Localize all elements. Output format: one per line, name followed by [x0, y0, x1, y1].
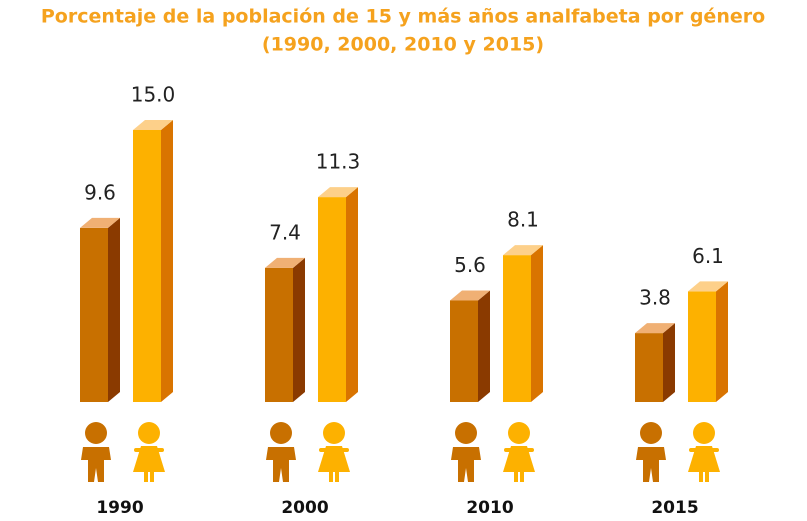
bar-top: [503, 245, 543, 256]
icon-part: [640, 422, 662, 444]
icon-part: [688, 446, 720, 482]
icon-part: [504, 448, 534, 452]
bar-front: [688, 291, 716, 402]
bar-front: [80, 227, 108, 402]
icon-part: [270, 422, 292, 444]
bar-side: [293, 257, 305, 402]
value-label: 11.3: [316, 150, 361, 174]
boy-icon: [81, 422, 111, 482]
value-label: 8.1: [507, 208, 539, 232]
boy-icon: [636, 422, 666, 482]
icon-part: [81, 447, 111, 482]
bar-side: [478, 290, 490, 402]
icon-part: [636, 447, 666, 482]
chart-subtitle: (1990, 2000, 2010 y 2015): [262, 34, 544, 56]
icon-part: [138, 422, 160, 444]
icon-part: [693, 422, 715, 444]
bar-side: [108, 217, 120, 402]
bar-top: [265, 257, 305, 268]
chart-title: Porcentaje de la población de 15 y más a…: [41, 6, 765, 28]
boy-icon: [451, 422, 481, 482]
value-label: 9.6: [84, 180, 116, 204]
value-label: 15.0: [131, 83, 176, 107]
bar-front: [318, 197, 346, 402]
icon-part: [508, 422, 530, 444]
bar-top: [133, 120, 173, 130]
bar: [133, 120, 173, 402]
value-label: 7.4: [269, 220, 301, 244]
girl-icon: [503, 422, 535, 482]
bar-side: [346, 187, 358, 402]
value-label: 5.6: [454, 253, 486, 277]
icon-part: [455, 422, 477, 444]
bar-top: [318, 187, 358, 198]
icon-part: [266, 447, 296, 482]
bar-side: [663, 323, 675, 402]
icon-part: [689, 448, 719, 452]
girl-icon: [318, 422, 350, 482]
icon-part: [134, 448, 164, 452]
bar-front: [503, 255, 531, 402]
bar: [318, 187, 358, 402]
x-tick-label: 1990: [96, 498, 143, 518]
bar-top: [80, 217, 120, 228]
bar-top: [688, 281, 728, 292]
icon-part: [451, 447, 481, 482]
x-tick-label: 2000: [281, 498, 328, 518]
boy-icon: [266, 422, 296, 482]
bar-side: [716, 281, 728, 402]
bar: [503, 245, 543, 402]
icon-part: [323, 422, 345, 444]
bar: [688, 281, 728, 402]
bar: [635, 323, 675, 402]
bar-top: [450, 290, 490, 301]
bar: [80, 217, 120, 402]
x-tick-label: 2015: [651, 498, 698, 518]
bar-top: [635, 323, 675, 334]
icon-part: [318, 446, 350, 482]
bar-side: [161, 120, 173, 402]
icon-part: [503, 446, 535, 482]
bar-front: [265, 267, 293, 402]
bar-side: [531, 245, 543, 402]
bar: [450, 290, 490, 402]
bar-front: [635, 333, 663, 402]
bar-front: [450, 300, 478, 402]
icon-part: [319, 448, 349, 452]
bar: [265, 257, 305, 402]
girl-icon: [688, 422, 720, 482]
icon-part: [85, 422, 107, 444]
value-label: 6.1: [692, 244, 724, 268]
bar-front: [133, 130, 161, 402]
value-label: 3.8: [639, 286, 671, 310]
girl-icon: [133, 422, 165, 482]
x-tick-label: 2010: [466, 498, 513, 518]
icon-part: [133, 446, 165, 482]
